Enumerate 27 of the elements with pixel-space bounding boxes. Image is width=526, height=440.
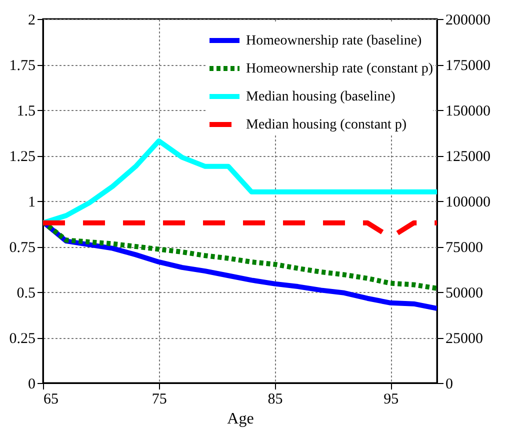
x-tick-label: 85: [268, 392, 283, 408]
y-tick-label: 1.75: [9, 58, 36, 74]
y2-tick-label: 150000: [446, 104, 490, 120]
legend-label: Median housing (constant p): [246, 118, 407, 132]
y2-tick-label: 100000: [446, 194, 490, 210]
y2-tick-label: 50000: [446, 286, 483, 302]
y-tick-label: 0.5: [16, 286, 36, 302]
y2-tick-label: 25000: [446, 331, 483, 347]
y2-tick-label: 125000: [446, 149, 490, 165]
y-tick-label: 0: [28, 376, 36, 392]
legend-label: Homeownership rate (baseline): [246, 34, 422, 48]
x-tick-label: 65: [44, 392, 58, 408]
y2-tick-label: 175000: [446, 58, 490, 74]
y-tick-label: 2: [28, 12, 36, 28]
y-tick-label: 0.25: [9, 331, 36, 347]
y-tick-label: 1: [28, 194, 36, 210]
y2-tick-label: 200000: [446, 12, 490, 28]
x-axis-title: Age: [227, 410, 254, 428]
y2-tick-label: 75000: [446, 240, 483, 256]
y-tick-label: 0.75: [9, 240, 36, 256]
legend-label: Homeownership rate (constant p): [246, 62, 434, 76]
x-tick-label: 95: [384, 392, 399, 408]
x-tick-label: 75: [152, 392, 167, 408]
y-tick-label: 1.25: [9, 149, 36, 165]
y2-tick-label: 0: [446, 376, 453, 392]
y-tick-label: 1.5: [16, 104, 36, 120]
legend-label: Median housing (baseline): [246, 90, 396, 104]
